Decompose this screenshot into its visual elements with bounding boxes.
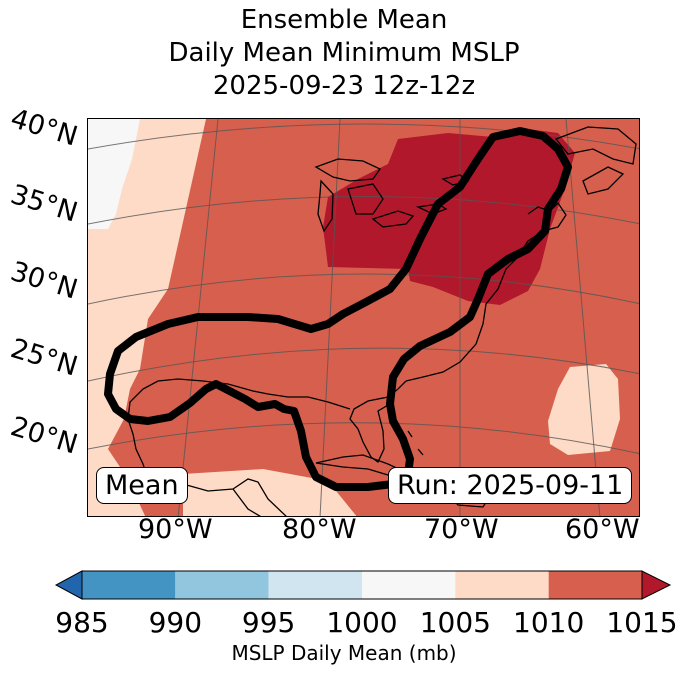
colorbar-tick-label: 1005 — [419, 606, 491, 639]
colorbar-segment — [82, 571, 176, 599]
colorbar-segment — [455, 571, 549, 599]
statistic-label: Mean — [96, 467, 188, 504]
lon-label-60w: 60°W — [565, 514, 640, 545]
colorbar-tick-label: 985 — [55, 606, 109, 639]
lon-label-70w: 70°W — [424, 514, 499, 545]
colorbar-tick-label: 990 — [148, 606, 203, 639]
colorbar-tick-label: 1000 — [326, 606, 398, 639]
colorbar-tick-label: 1010 — [513, 606, 585, 639]
title-line-1: Ensemble Mean — [240, 5, 448, 35]
lat-label-25: 25°N — [6, 333, 82, 383]
lat-label-35: 35°N — [6, 179, 82, 229]
colorbar-segment — [362, 571, 456, 599]
colorbar-segments — [82, 571, 642, 599]
colorbar-tick-label: 995 — [241, 606, 296, 639]
colorbar-over-triangle — [641, 570, 672, 600]
run-date-label: Run: 2025-09-11 — [388, 467, 633, 504]
title-line-3: 2025-09-23 12z-12z — [212, 71, 476, 101]
colorbar-tick-label: 1015 — [606, 606, 678, 639]
contour-outline — [104, 127, 572, 491]
lat-label-30: 30°N — [6, 256, 82, 306]
field-1005-1010-east — [548, 364, 620, 455]
colorbar-segment — [268, 571, 362, 599]
colorbar-label: MSLP Daily Mean (mb) — [231, 641, 457, 665]
map-canvas — [88, 119, 639, 516]
colorbar-under-triangle — [54, 570, 83, 600]
colorbar-segment — [175, 571, 269, 599]
colorbar-segment — [548, 571, 642, 599]
lon-label-90w: 90°W — [138, 514, 213, 545]
title-line-2: Daily Mean Minimum MSLP — [168, 38, 520, 68]
map-panel — [87, 118, 640, 517]
colorbar-outline — [81, 570, 643, 600]
lon-label-80w: 80°W — [282, 514, 357, 545]
lat-label-40: 40°N — [6, 103, 82, 153]
lat-label-20: 20°N — [6, 411, 82, 461]
field-1005-1010-sw — [183, 469, 357, 516]
